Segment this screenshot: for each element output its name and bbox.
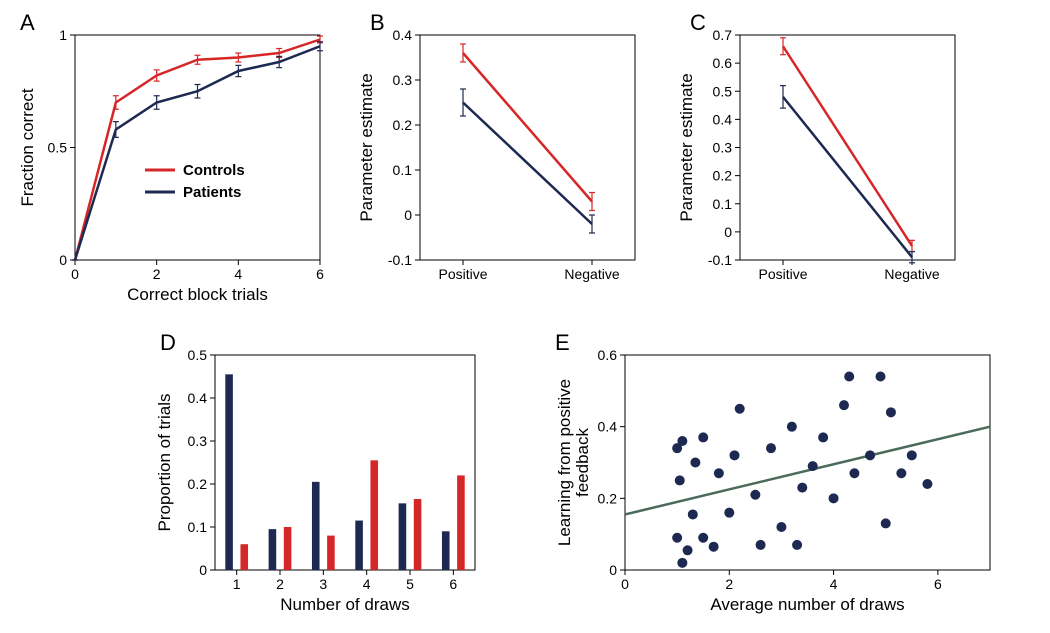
svg-text:0: 0 [404,207,412,223]
svg-text:B: B [370,10,385,35]
svg-text:4: 4 [234,266,242,282]
panel-a: A 0 2 4 6 0 0.5 1 Fraction correct Correct block … [18,10,324,304]
svg-text:0.2: 0.2 [713,168,733,184]
svg-text:2: 2 [153,266,161,282]
svg-text:Parameter estimate: Parameter estimate [677,73,696,221]
figure: A 0 2 4 6 0 0.5 1 Fraction correct Correct block … [0,0,1050,633]
svg-text:Patients: Patients [183,184,241,201]
svg-text:5: 5 [406,576,414,592]
svg-text:0: 0 [621,576,629,592]
svg-text:D: D [160,330,176,355]
svg-text:Positive: Positive [758,266,807,282]
svg-text:A: A [20,10,35,35]
svg-text:-0.1: -0.1 [708,252,732,268]
svg-text:Negative: Negative [884,266,939,282]
svg-text:Fraction correct: Fraction correct [18,88,37,206]
svg-text:Positive: Positive [438,266,487,282]
svg-text:0.4: 0.4 [598,419,618,435]
panel-b: B Positive Negative -0.1 0 0.1 0.2 0.3 0.4 Parame… [357,10,635,282]
svg-text:4: 4 [830,576,838,592]
svg-text:0.5: 0.5 [713,83,733,99]
svg-text:0.7: 0.7 [713,27,733,43]
svg-text:C: C [690,10,706,35]
svg-text:2: 2 [725,576,733,592]
svg-text:6: 6 [934,576,942,592]
svg-text:feedback: feedback [573,428,592,497]
svg-text:0.6: 0.6 [598,347,618,363]
svg-text:Negative: Negative [564,266,619,282]
svg-text:0.5: 0.5 [48,140,68,156]
svg-text:0.2: 0.2 [188,476,208,492]
svg-text:0.5: 0.5 [188,347,208,363]
svg-text:0: 0 [71,266,79,282]
svg-text:0.3: 0.3 [393,72,413,88]
svg-text:0.3: 0.3 [713,140,733,156]
svg-text:0.1: 0.1 [393,162,413,178]
svg-text:0.2: 0.2 [598,490,618,506]
svg-text:6: 6 [449,576,457,592]
panel-e: E 0 2 4 6 0 0.2 0.4 0.6 Learning from positivefee… [555,330,990,614]
svg-text:0.4: 0.4 [188,390,208,406]
svg-text:6: 6 [316,266,324,282]
svg-text:1: 1 [59,27,67,43]
svg-text:0: 0 [199,562,207,578]
svg-text:0.2: 0.2 [393,117,413,133]
svg-text:Parameter estimate: Parameter estimate [357,73,376,221]
svg-text:4: 4 [363,576,371,592]
svg-text:Average number of draws: Average number of draws [710,595,904,614]
svg-text:0.1: 0.1 [713,196,733,212]
panel-c: C Positive Negative -0.1 0 0.1 0.2 0.3 0.4 0.5 0.6… [677,10,955,282]
svg-text:0: 0 [609,562,617,578]
svg-text:3: 3 [319,576,327,592]
svg-text:0: 0 [59,252,67,268]
svg-text:0.4: 0.4 [393,27,413,43]
svg-text:Number of draws: Number of draws [280,595,409,614]
svg-text:1: 1 [233,576,241,592]
svg-text:Learning from positive: Learning from positive [555,379,574,546]
svg-text:2: 2 [276,576,284,592]
svg-text:Controls: Controls [183,162,245,179]
svg-text:0: 0 [724,224,732,240]
svg-text:0.1: 0.1 [188,519,208,535]
svg-text:0.6: 0.6 [713,55,733,71]
svg-text:Correct block trials: Correct block trials [127,285,268,304]
svg-text:0.3: 0.3 [188,433,208,449]
svg-text:0.4: 0.4 [713,111,733,127]
panel-d: D 1 2 3 4 5 6 0 0.1 0.2 0.3 0.4 0.5 Proportion of tri… [155,330,475,614]
svg-text:E: E [555,330,570,355]
svg-text:Proportion of trials: Proportion of trials [155,394,174,532]
svg-text:-0.1: -0.1 [388,252,412,268]
